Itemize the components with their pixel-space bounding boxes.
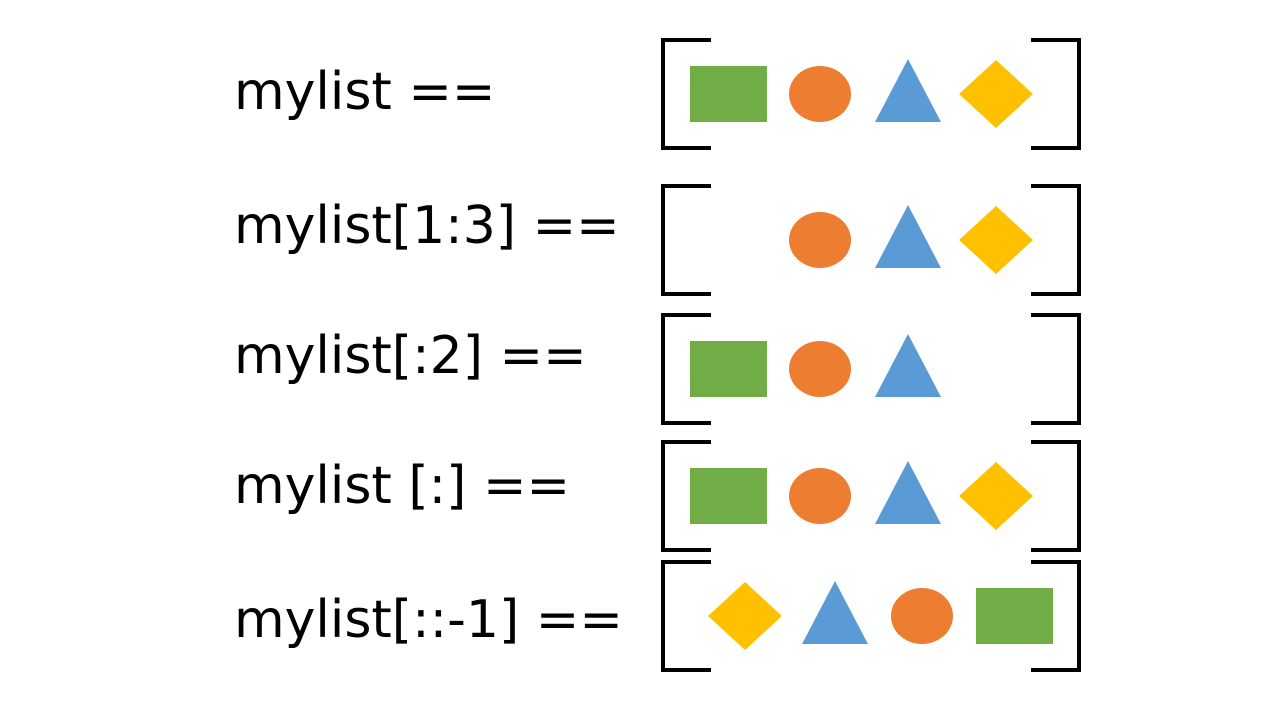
left-bracket [661,313,711,425]
right-bracket [1031,38,1081,150]
expression-label-slice-1-3: mylist[1:3] == [234,196,620,256]
circle-shape [789,341,851,397]
right-bracket [1031,313,1081,425]
square-shape [690,468,767,524]
diamond-shape [959,206,1033,274]
left-bracket [661,38,711,150]
triangle-shape [875,205,941,268]
right-bracket [1031,560,1081,672]
diamond-shape [959,60,1033,128]
circle-shape [789,468,851,524]
circle-shape [789,66,851,122]
expression-label-full-slice: mylist [:] == [234,456,571,516]
square-shape [690,341,767,397]
right-bracket [1031,184,1081,296]
diamond-shape [959,462,1033,530]
list-bracket-reversed [659,560,1083,672]
expression-label-reversed: mylist[::-1] == [234,590,623,650]
list-bracket-slice-1-3 [659,184,1083,296]
circle-shape [891,588,953,644]
right-bracket [1031,440,1081,552]
left-bracket [661,440,711,552]
left-bracket [661,184,711,296]
triangle-shape [875,59,941,122]
triangle-shape [802,581,868,644]
triangle-shape [875,461,941,524]
circle-shape [789,212,851,268]
triangle-shape [875,334,941,397]
square-shape [690,66,767,122]
left-bracket [661,560,711,672]
list-bracket-full [659,38,1083,150]
diamond-shape [708,582,782,650]
list-bracket-slice-to-2 [659,313,1083,425]
square-shape [976,588,1053,644]
expression-label-slice-to-2: mylist[:2] == [234,326,587,386]
expression-label-full: mylist == [234,62,496,122]
list-bracket-full-slice [659,440,1083,552]
